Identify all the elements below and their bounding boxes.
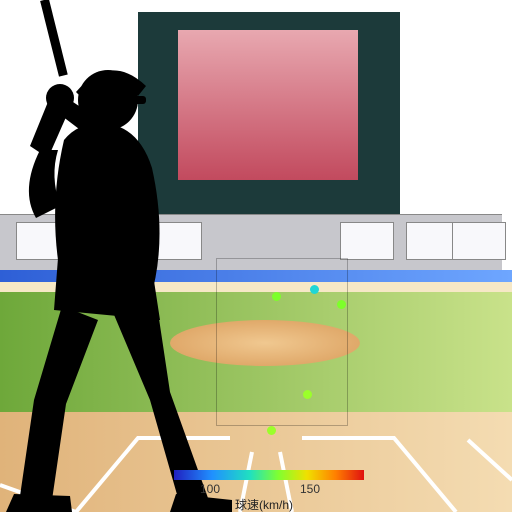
speed-legend-label: 球速(km/h) bbox=[235, 496, 293, 512]
speed-legend-bar bbox=[174, 470, 364, 480]
speed-legend-tick: 100 bbox=[200, 482, 220, 496]
batter-silhouette bbox=[0, 0, 512, 512]
speed-legend-tick: 150 bbox=[300, 482, 320, 496]
